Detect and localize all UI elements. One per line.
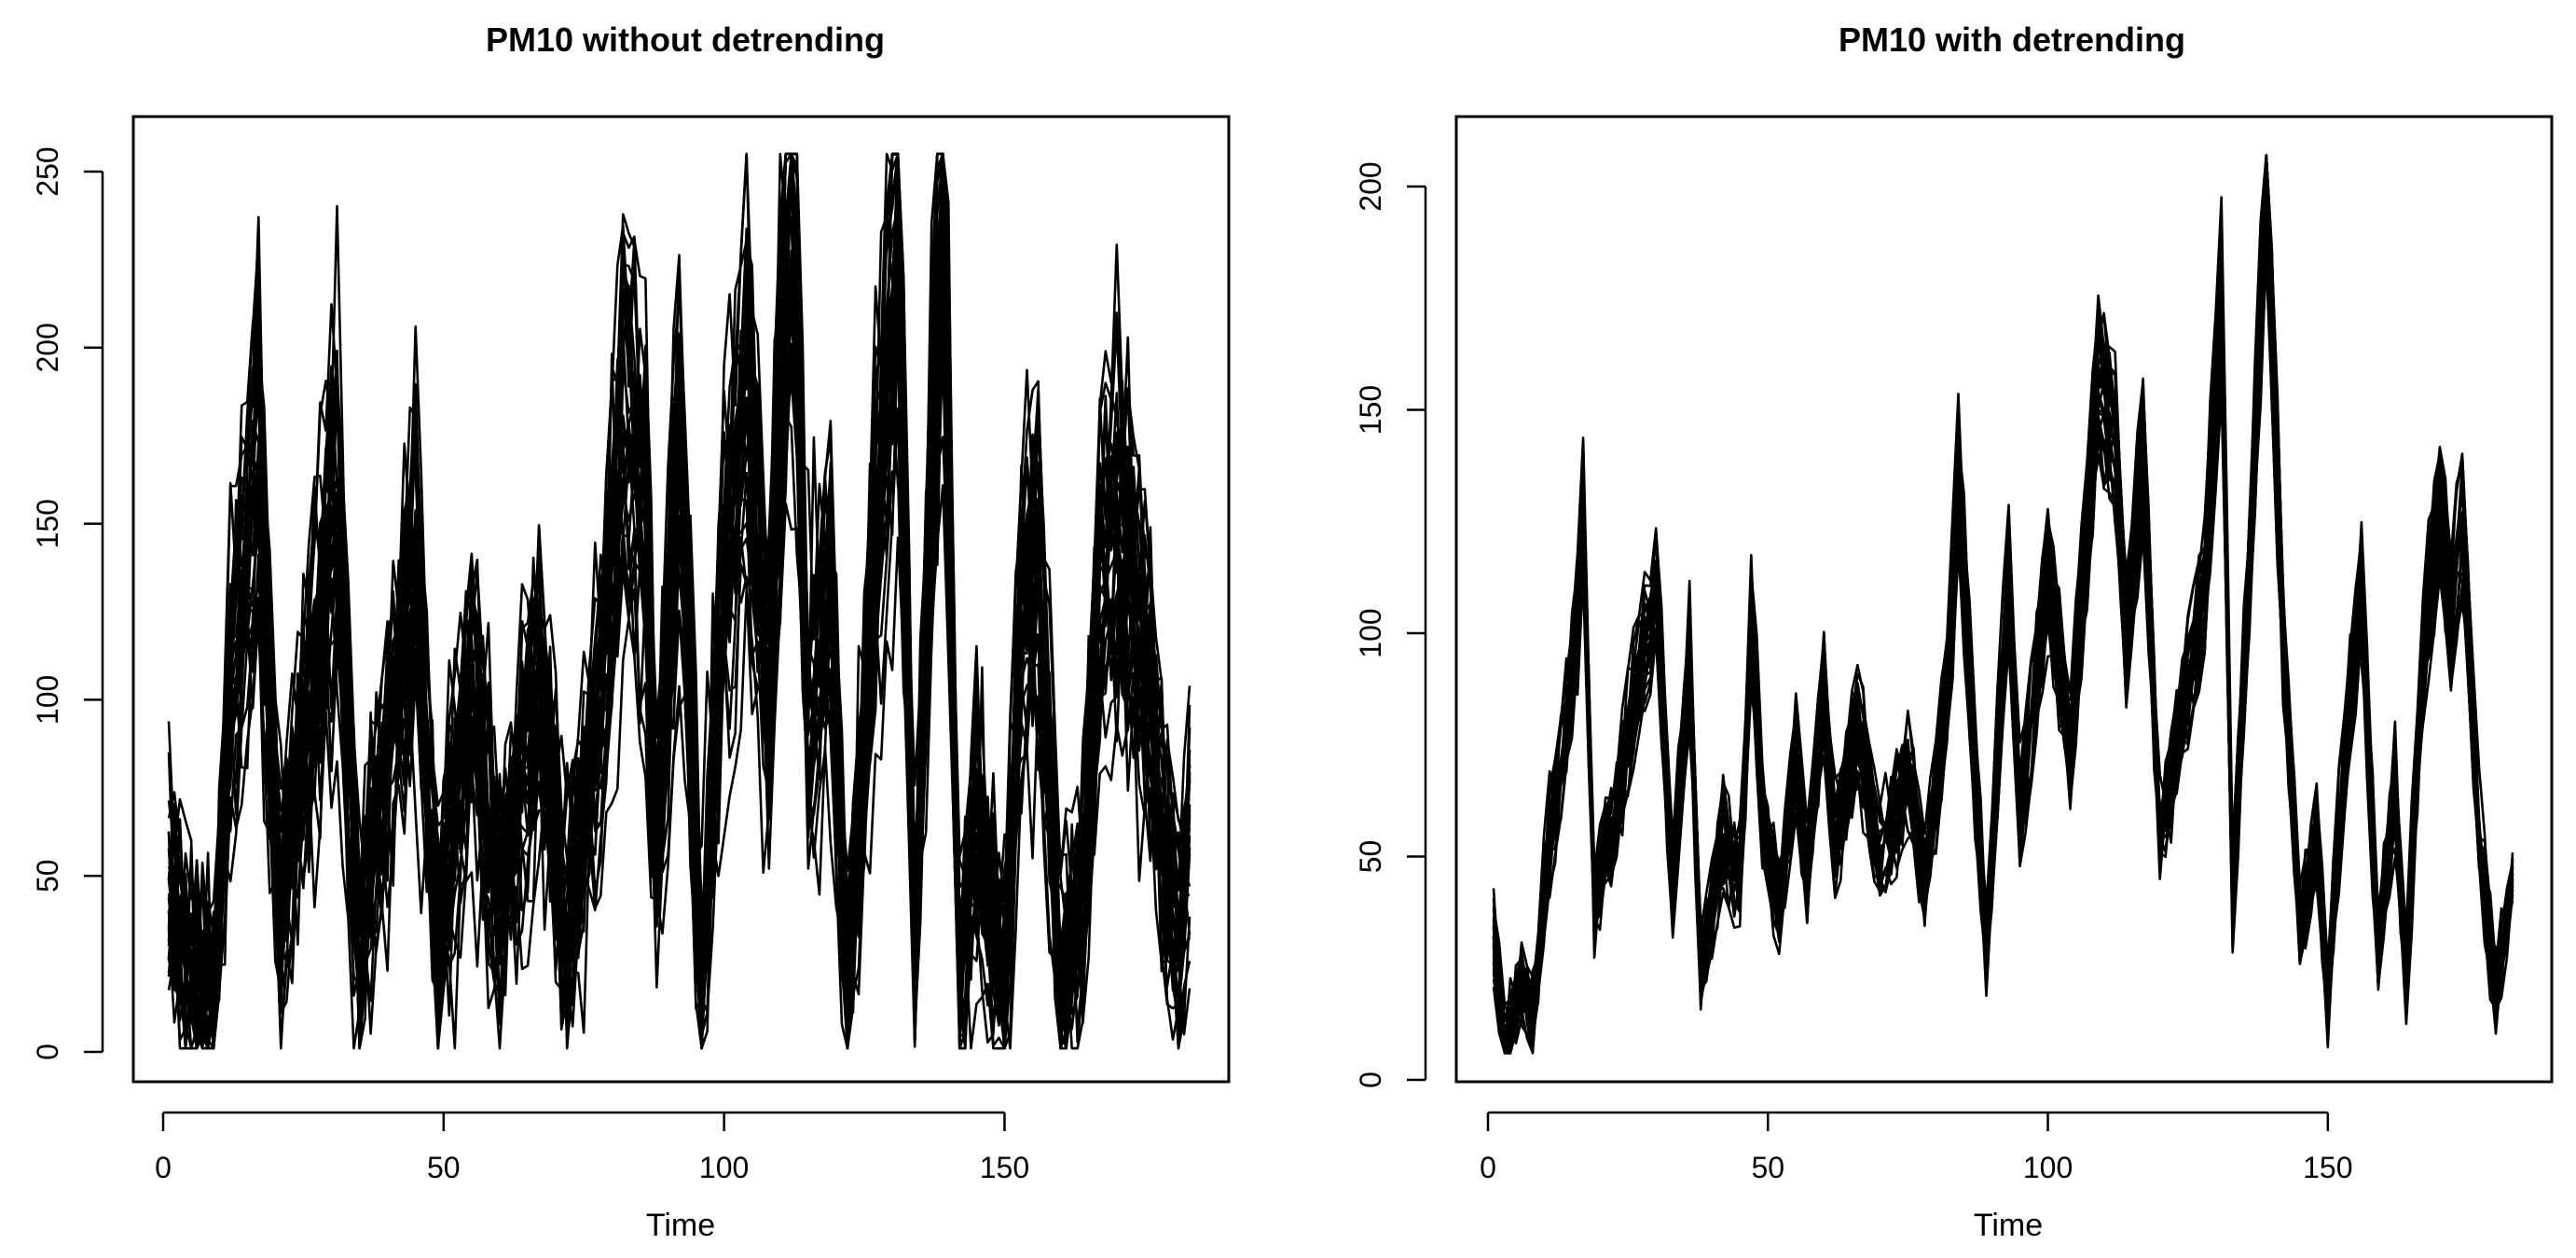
series-line-envelope bbox=[167, 152, 1192, 1026]
y-tick-label: 100 bbox=[31, 675, 64, 725]
y-tick-label: 50 bbox=[31, 859, 64, 892]
series-line bbox=[1492, 245, 2514, 1055]
plot-frame bbox=[131, 115, 1231, 1084]
x-axis-label: Time bbox=[646, 1208, 715, 1243]
y-tick-label: 200 bbox=[31, 323, 64, 372]
x-tick-label: 0 bbox=[1480, 1151, 1496, 1184]
chart-title: PM10 without detrending bbox=[486, 21, 885, 59]
x-tick-label: 50 bbox=[1751, 1151, 1784, 1184]
x-tick-label: 150 bbox=[980, 1151, 1029, 1184]
chart-panel-with-detrending: 0 50 100 150 0 50 100 150 200 PM10 with detrendin… bbox=[1354, 21, 2554, 1243]
series-line bbox=[167, 172, 1192, 1050]
y-tick-label: 200 bbox=[1354, 161, 1387, 211]
x-axis-label: Time bbox=[1974, 1208, 2043, 1243]
y-tick-label: 100 bbox=[1354, 608, 1387, 657]
series-line bbox=[167, 484, 1192, 1050]
series-line bbox=[167, 187, 1192, 1050]
series-line bbox=[167, 152, 1192, 1050]
series-lines bbox=[1492, 154, 2514, 1055]
y-tick-label: 0 bbox=[31, 1044, 64, 1060]
x-tick-label: 100 bbox=[699, 1151, 749, 1184]
chart-title: PM10 with detrending bbox=[1839, 21, 2185, 59]
series-line bbox=[167, 152, 1192, 1050]
x-tick-label: 50 bbox=[427, 1151, 461, 1184]
x-tick-label: 150 bbox=[2303, 1151, 2352, 1184]
x-tick-label: 100 bbox=[2023, 1151, 2073, 1184]
y-tick-label: 250 bbox=[31, 146, 64, 196]
y-tick-label: 50 bbox=[1354, 840, 1387, 874]
series-line-envelope bbox=[1492, 154, 2514, 1050]
y-tick-label: 150 bbox=[31, 499, 64, 548]
plot-frame bbox=[1454, 115, 2554, 1084]
x-tick-label: 0 bbox=[155, 1151, 172, 1184]
series-lines bbox=[167, 152, 1192, 1050]
y-tick-label: 150 bbox=[1354, 385, 1387, 435]
chart-panel-without-detrending: 0 50 100 150 0 50 100 150 200 250 PM10 without det… bbox=[31, 21, 1231, 1243]
y-tick-label: 0 bbox=[1354, 1071, 1387, 1088]
